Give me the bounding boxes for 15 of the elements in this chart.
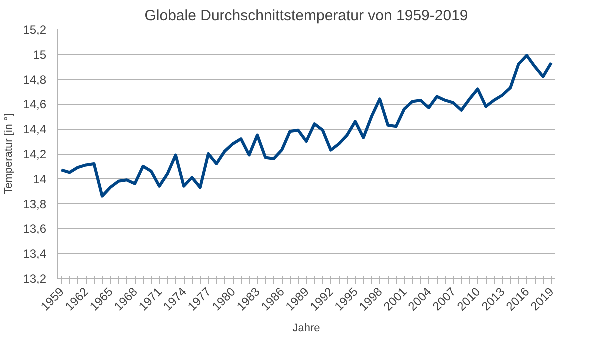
y-tick-label: 13,8 [23, 197, 47, 212]
y-tick-label: 14,2 [23, 148, 47, 162]
y-tick-label: 15,2 [23, 23, 47, 37]
chart-title: Globale Durchschnittstemperatur von 1959-2019 [144, 8, 468, 24]
y-axis-title: Temperatur [in °] [3, 114, 16, 194]
y-tick-label: 14,6 [23, 98, 47, 112]
y-tick-label: 13,4 [23, 247, 47, 262]
x-axis-title: Jahre [292, 322, 320, 335]
y-tick-label: 14,4 [23, 122, 47, 137]
y-tick-label: 15 [33, 48, 47, 62]
y-tick-label: 13,2 [23, 272, 47, 286]
y-tick-label: 14 [33, 172, 47, 186]
line-series [60, 54, 553, 198]
y-tick-label: 14,8 [23, 72, 47, 87]
y-tick-label: 13,6 [23, 222, 47, 236]
